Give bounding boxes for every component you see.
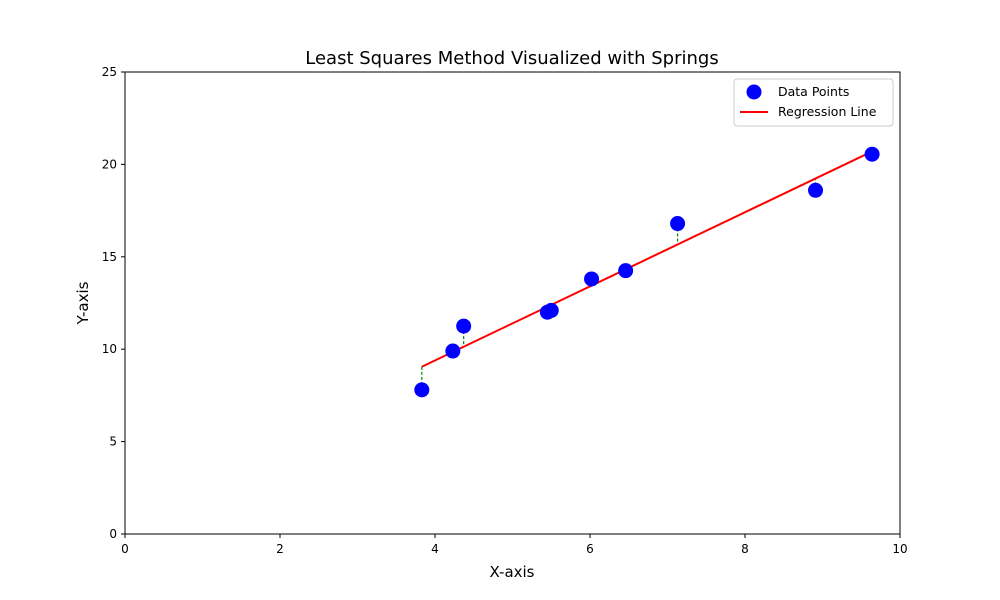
y-axis-label: Y-axis xyxy=(74,281,92,325)
x-tick-label-0: 0 xyxy=(121,542,129,556)
plot-area-frame xyxy=(124,71,901,535)
legend: Data Points Regression Line xyxy=(733,78,894,127)
legend-box xyxy=(733,78,894,127)
x-tick-label-3: 6 xyxy=(586,542,594,556)
x-axis-label: X-axis xyxy=(490,563,535,581)
x-tick-label-1: 2 xyxy=(276,542,284,556)
regression-line-layer xyxy=(421,150,873,368)
legend-data-points-marker xyxy=(746,84,762,100)
x-axis-ticks: 0 2 4 6 8 10 xyxy=(121,534,908,556)
y-tick-label-1: 5 xyxy=(109,435,117,449)
x-tick-label-2: 4 xyxy=(431,542,439,556)
regression-line xyxy=(421,150,873,368)
legend-data-points-label: Data Points xyxy=(778,84,849,99)
data-point-2 xyxy=(456,318,472,334)
y-tick-label-5: 25 xyxy=(102,65,117,79)
legend-regression-line-label: Regression Line xyxy=(778,104,877,119)
data-point-8 xyxy=(808,182,824,198)
data-point-1 xyxy=(445,343,461,359)
data-point-7 xyxy=(670,216,686,232)
y-tick-label-2: 10 xyxy=(102,342,117,356)
data-point-0 xyxy=(414,382,430,398)
x-tick-label-5: 10 xyxy=(892,542,907,556)
data-point-6 xyxy=(618,263,634,279)
y-tick-label-3: 15 xyxy=(102,250,117,264)
y-tick-label-0: 0 xyxy=(109,527,117,541)
chart-title: Least Squares Method Visualized with Spr… xyxy=(305,48,718,69)
data-point-9 xyxy=(864,146,880,162)
data-points-layer xyxy=(414,146,880,398)
y-tick-label-4: 20 xyxy=(102,157,117,171)
y-axis-ticks: 0 5 10 15 20 25 xyxy=(102,65,125,541)
x-tick-label-4: 8 xyxy=(741,542,749,556)
data-point-5 xyxy=(584,271,600,287)
data-point-4 xyxy=(543,302,559,318)
